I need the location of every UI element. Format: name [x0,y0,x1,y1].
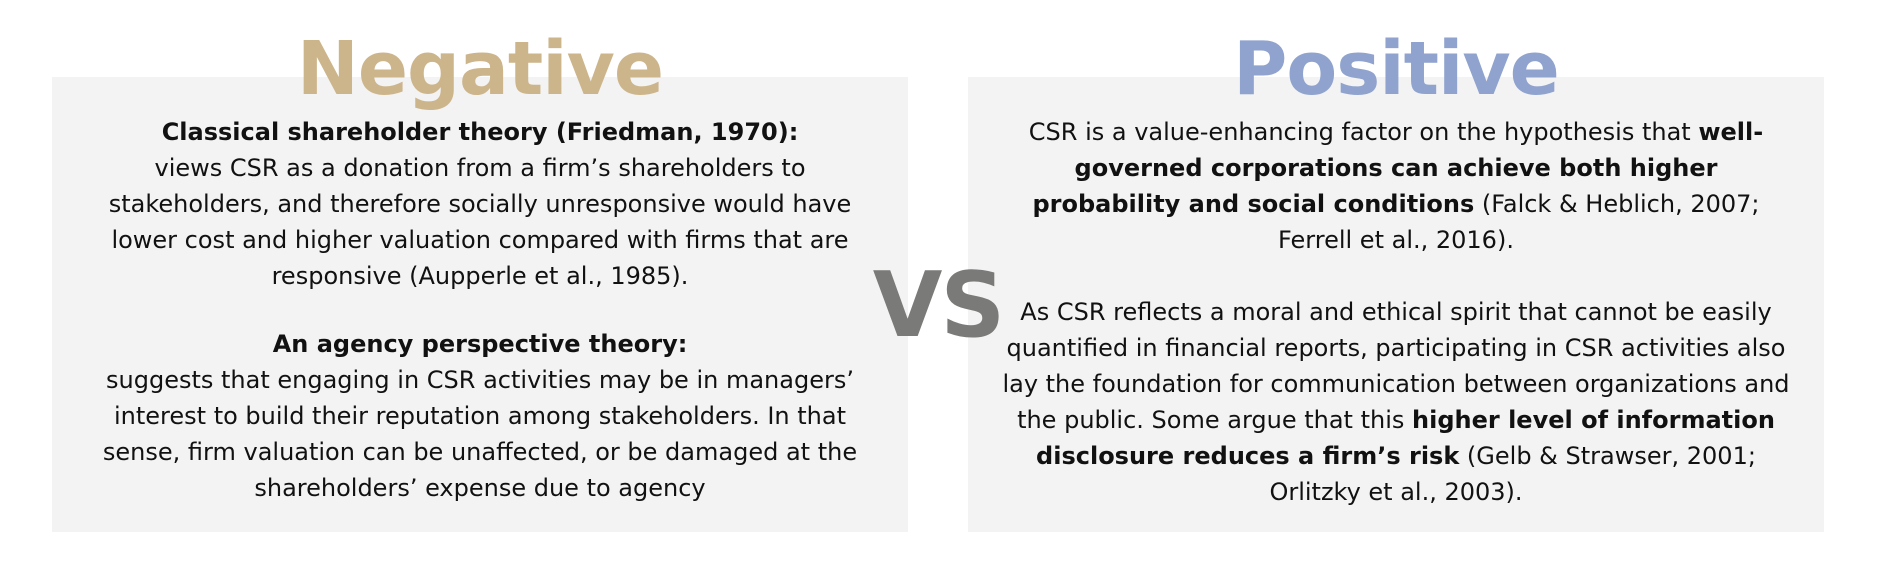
shareholder-theory-title: Classical shareholder theory (Friedman, … [161,118,799,146]
disclosure-bold: higher level of information disclosure r… [1036,406,1775,470]
value-enhancing-text-2: (Falck & Heblich, 2007; Ferrell et al., … [1278,190,1760,254]
disclosure-text-1: As CSR reflects a moral and ethical spir… [1002,298,1790,434]
value-enhancing-bold: well-governed corporations can achieve b… [1032,118,1764,218]
agency-theory-block: An agency perspective theory: suggests t… [82,326,878,506]
agency-theory-body: suggests that engaging in CSR activities… [102,366,858,502]
positive-heading: Positive [1233,26,1560,112]
vs-label: VS [872,253,1005,358]
positive-panel [968,77,1824,532]
disclosure-paragraph: As CSR reflects a moral and ethical spir… [1002,294,1790,510]
shareholder-theory-body: views CSR as a donation from a firm’s sh… [108,154,852,290]
agency-theory-title: An agency perspective theory: [272,330,688,358]
negative-heading: Negative [296,26,664,112]
value-enhancing-text-1: CSR is a value-enhancing factor on the h… [1028,118,1699,146]
disclosure-text-2: (Gelb & Strawser, 2001; Orlitzky et al.,… [1269,442,1756,506]
value-enhancing-paragraph: CSR is a value-enhancing factor on the h… [1002,114,1790,258]
negative-panel [52,77,908,532]
shareholder-theory-block: Classical shareholder theory (Friedman, … [82,114,878,294]
